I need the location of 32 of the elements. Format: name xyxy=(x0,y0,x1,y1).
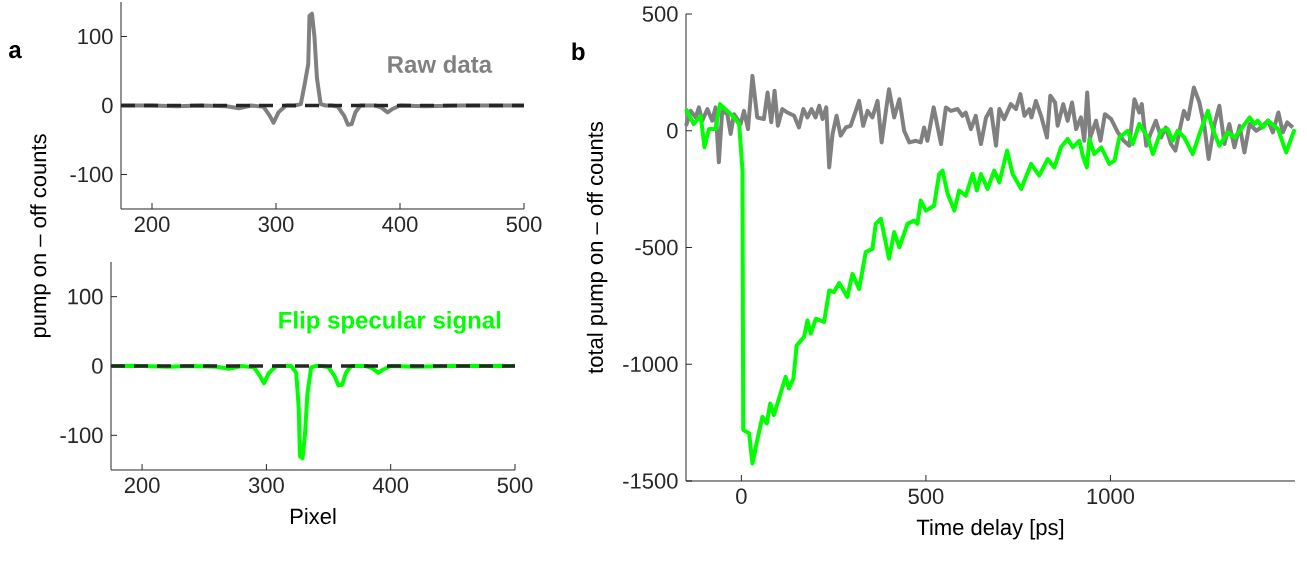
y-tick-label: -100 xyxy=(70,166,113,183)
x-tick-label: 1000 xyxy=(1087,488,1135,505)
y-tick-label: 500 xyxy=(642,6,678,22)
y-tick-label: -500 xyxy=(635,239,678,256)
x-tick-label: 200 xyxy=(124,477,160,494)
x-tick-label: 300 xyxy=(248,477,284,494)
x-tick-label: 0 xyxy=(736,488,747,505)
x-tick-label: 400 xyxy=(382,216,418,233)
series-label: Flip specular signal xyxy=(279,311,501,334)
x-tick-label: 500 xyxy=(497,477,533,494)
x-axis-title: Time delay [ps] xyxy=(916,518,1064,540)
y-tick-label: -1000 xyxy=(623,356,678,373)
x-tick-label: 500 xyxy=(908,488,944,505)
x-tick-label: 300 xyxy=(258,216,294,233)
text: b xyxy=(572,42,585,61)
y-tick-label: -100 xyxy=(60,427,103,444)
x-tick-label: 500 xyxy=(506,216,542,233)
line-series xyxy=(684,73,1295,170)
line-series xyxy=(684,102,1297,466)
y-tick-label: 100 xyxy=(68,288,103,305)
y-tick-label: 100 xyxy=(78,28,113,45)
y-axis-title: total pump on – off counts xyxy=(586,121,608,374)
series-label: Raw data xyxy=(388,55,493,73)
y-tick-label: 0 xyxy=(102,97,113,114)
y-tick-label: 0 xyxy=(667,122,678,139)
text: a xyxy=(9,45,22,59)
x-axis-title: Pixel xyxy=(290,507,336,525)
y-tick-label: -1500 xyxy=(623,473,678,489)
y-axis-title: pump on – off counts xyxy=(30,134,51,338)
y-tick-label: 0 xyxy=(92,358,103,374)
x-tick-label: 400 xyxy=(372,477,409,494)
x-tick-label: 200 xyxy=(134,216,170,233)
